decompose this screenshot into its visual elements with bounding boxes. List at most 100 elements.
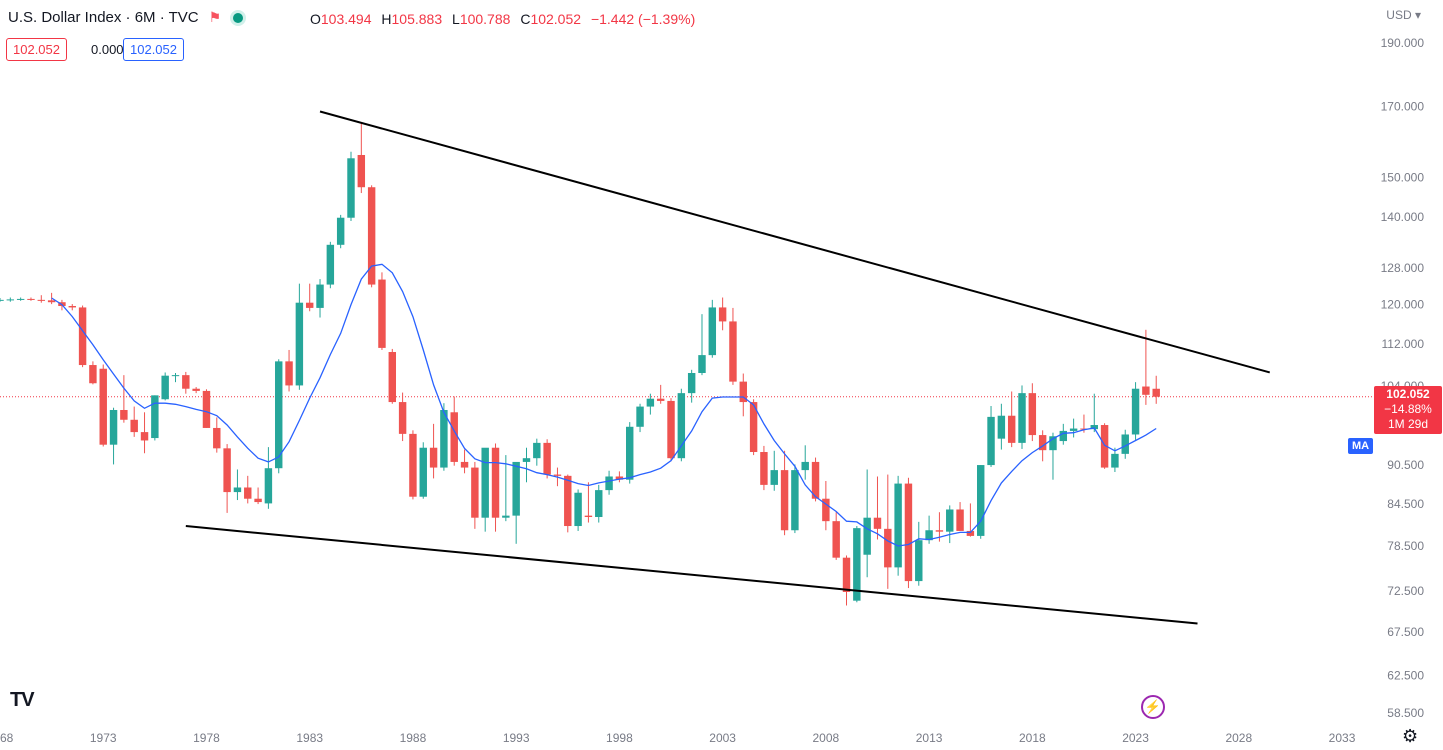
candle-body <box>1090 425 1098 430</box>
candle-body <box>646 398 655 407</box>
candle-body <box>915 540 923 582</box>
candle-body <box>419 447 427 497</box>
candle-body <box>336 217 345 245</box>
time-axis-tick: 1988 <box>400 731 427 745</box>
low-label: L <box>452 11 460 27</box>
candle-body <box>213 427 221 449</box>
price-axis-tick: 67.500 <box>1387 625 1424 639</box>
candle-body <box>811 461 820 499</box>
symbol-title[interactable]: U.S. Dollar Index · 6M · TVC ⚑ <box>8 9 257 26</box>
candle-body <box>357 154 366 188</box>
candle-body <box>760 452 768 485</box>
candle-body <box>925 530 933 541</box>
candle-body <box>615 476 624 480</box>
time-axis-tick: 1998 <box>606 731 633 745</box>
open-value: 103.494 <box>320 11 372 27</box>
tradingview-logo-icon[interactable]: TV <box>10 689 35 711</box>
candle-body <box>68 306 76 308</box>
trendline-1 <box>319 110 1271 374</box>
candle-body <box>471 467 479 518</box>
price-axis-tick: 72.500 <box>1387 584 1424 598</box>
candle-body <box>347 158 355 218</box>
candle-body <box>935 530 944 532</box>
symbol-name[interactable]: U.S. Dollar Index · 6M · TVC <box>8 9 199 26</box>
candle-body <box>202 390 211 428</box>
candle-body <box>1111 453 1119 468</box>
candle-body <box>564 475 572 527</box>
close-label: C <box>520 11 531 27</box>
candle-body <box>997 415 1006 439</box>
candle-body <box>140 432 149 441</box>
candle-body <box>708 307 717 356</box>
candle-body <box>326 244 335 285</box>
candle-body <box>1059 430 1068 442</box>
price-axis-tick: 78.500 <box>1387 539 1424 553</box>
ohlc-readout: O103.494 H105.883 L100.788 C102.052 −1.4… <box>310 11 701 27</box>
candle-body <box>822 498 830 522</box>
candle-body <box>853 528 861 601</box>
price-axis-tick: 84.500 <box>1387 497 1424 511</box>
indicator-value-1[interactable]: 102.052 <box>6 38 67 61</box>
time-axis-tick: 1973 <box>90 731 117 745</box>
change-value: −1.442 (−1.39%) <box>590 11 696 27</box>
candle-body <box>636 406 644 427</box>
candle-body <box>1142 386 1150 395</box>
candle-body <box>656 398 665 401</box>
candle-body <box>78 307 87 366</box>
candle-body <box>739 381 747 403</box>
price-axis-tick: 140.000 <box>1381 210 1425 224</box>
candle-body <box>233 487 242 493</box>
price-axis-tick: 120.000 <box>1381 298 1425 312</box>
candle-body <box>543 442 551 475</box>
candle-body <box>37 299 46 301</box>
candle-body <box>729 321 737 382</box>
indicator-value-3[interactable]: 102.052 <box>123 38 184 61</box>
candle-body <box>605 476 613 491</box>
candle-body <box>553 474 562 476</box>
candle-body <box>780 470 789 531</box>
flag-icon[interactable]: ⚑ <box>208 9 222 25</box>
candle-body <box>254 498 262 503</box>
candle-body <box>1049 436 1057 451</box>
candle-body <box>305 302 314 308</box>
candle-body <box>27 298 35 300</box>
close-value: 102.052 <box>530 11 582 27</box>
candle-body <box>47 300 56 303</box>
price-axis-tick: 150.000 <box>1381 171 1425 185</box>
candle-body <box>6 299 15 301</box>
candle-body <box>956 509 964 531</box>
candle-body <box>450 412 458 462</box>
candle-body <box>109 409 118 445</box>
candle-body <box>946 509 954 532</box>
price-axis-tick: 62.500 <box>1387 669 1424 683</box>
candle-body <box>275 361 283 469</box>
candle-body <box>409 433 417 497</box>
candle-body <box>16 298 25 300</box>
candle-body <box>264 468 273 504</box>
candle-body <box>770 470 778 485</box>
currency-label[interactable]: USD ▾ <box>1386 8 1421 22</box>
time-axis-tick: 2018 <box>1019 731 1046 745</box>
time-axis-tick: 1968 <box>0 731 14 745</box>
candle-body <box>223 448 231 493</box>
indicator-value-2: 0.000 <box>91 42 124 57</box>
high-label: H <box>381 11 392 27</box>
candle-body <box>904 483 913 582</box>
candle-body <box>460 461 469 468</box>
candle-body <box>884 528 892 568</box>
lightning-icon[interactable]: ⚡ <box>1141 695 1165 719</box>
candle-body <box>791 470 799 531</box>
candle-body <box>1152 388 1160 397</box>
ma-tag: MA <box>1348 438 1374 454</box>
candle-body <box>161 375 169 400</box>
candle-body <box>595 490 603 518</box>
candle-body <box>89 365 97 384</box>
gear-icon[interactable]: ⚙ <box>1402 726 1419 746</box>
candle-body <box>1100 425 1109 468</box>
time-axis-tick: 1978 <box>193 731 220 745</box>
high-value: 105.883 <box>391 11 443 27</box>
candle-body <box>574 492 582 527</box>
candle-body <box>1069 428 1078 431</box>
moving-average-line <box>51 263 1157 547</box>
